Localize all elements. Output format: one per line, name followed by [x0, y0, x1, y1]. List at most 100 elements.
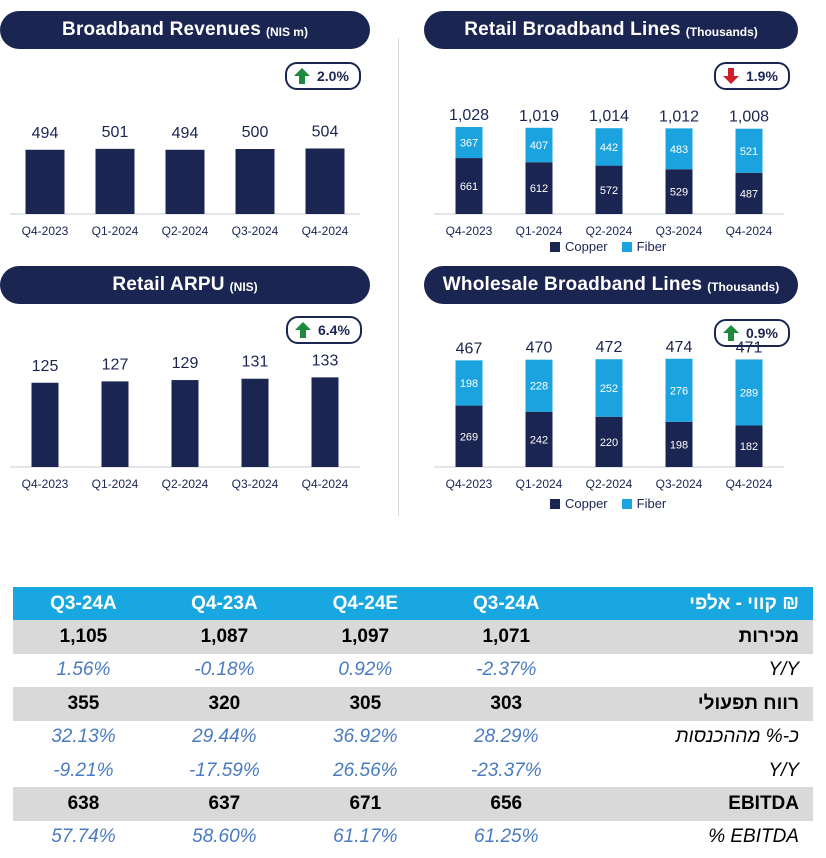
bar-Q3-2024 — [241, 378, 269, 467]
bar-copper-Q4-2023 — [455, 405, 483, 467]
up-arrow-icon — [723, 325, 739, 341]
table-row: 32.13% 29.44% 36.92% 28.29% כ-% מההכנסות — [13, 721, 813, 754]
panel-divider — [398, 38, 399, 516]
wholesale-broadband-lines-title: Wholesale Broadband Lines (Thousands) — [424, 266, 798, 304]
data-label-fiber: 228 — [530, 381, 548, 393]
table-cell: 61.17% — [333, 826, 398, 848]
table-cell: -0.18% — [194, 659, 255, 681]
retail-broadband-lines-chart: 661 367 1,028 Q4-2023 612 407 1,019 Q1-2024 572 4… — [434, 100, 794, 250]
data-label-fiber: 276 — [670, 385, 688, 397]
table-cell: 1.56% — [56, 659, 111, 681]
total-label: 474 — [666, 339, 693, 356]
wholesale-broadband-lines-chart: 269 198 467 Q4-2023 242 228 470 Q1-2024 220 252 47… — [434, 339, 794, 505]
table-cell: 638 — [13, 787, 154, 821]
x-tick-label: Q4-2024 — [302, 477, 349, 491]
table-cell: 303 — [435, 687, 577, 721]
table-row-label: EBITDA — [576, 787, 813, 821]
x-tick-label: Q3-2024 — [656, 477, 703, 491]
data-label-fiber: 252 — [600, 383, 618, 395]
x-tick-label: Q4-2023 — [22, 224, 69, 238]
table-cell: 305 — [294, 687, 436, 721]
broadband-revenues-chart: 494 Q4-2023 501 Q1-2024 494 Q2-2024 500 Q3-2024… — [10, 100, 370, 250]
bar-copper-Q3-2024 — [665, 421, 693, 467]
bar-fiber-Q3-2024 — [665, 358, 693, 422]
up-arrow-icon — [295, 322, 311, 338]
table-row: 638 637 671 656 EBITDA — [13, 787, 813, 821]
x-tick-label: Q4-2024 — [726, 477, 773, 491]
value-label: 494 — [32, 125, 59, 142]
table-cell: -9.21% — [53, 759, 114, 781]
table-cell: 355 — [13, 687, 154, 721]
x-tick-label: Q2-2024 — [586, 224, 633, 238]
legend-fiber-label: Fiber — [636, 496, 667, 511]
table-row: 355 320 305 303 רווח תפעולי — [13, 687, 813, 721]
bar-fiber-Q3-2024 — [665, 128, 693, 170]
bar-copper-Q2-2024 — [595, 416, 623, 467]
table-cell: -17.59% — [188, 759, 260, 781]
legend-fiber-label: Fiber — [636, 239, 667, 254]
bar-fiber-Q4-2024 — [735, 128, 763, 173]
x-tick-label: Q1-2024 — [92, 224, 139, 238]
total-label: 471 — [736, 339, 763, 356]
table-cell: 0.92% — [338, 659, 393, 681]
bar-Q4-2023 — [31, 382, 59, 467]
retail-broadband-lines-svg: 661 367 1,028 Q4-2023 612 407 1,019 Q1-2024 572 4… — [434, 107, 784, 238]
total-label: 1,014 — [589, 108, 629, 125]
value-label: 129 — [172, 355, 199, 372]
total-label: 1,028 — [449, 107, 489, 124]
table-row-label: Y/Y — [768, 759, 799, 781]
down-arrow-icon — [723, 68, 739, 84]
data-label-copper: 198 — [670, 439, 688, 451]
bar-Q3-2024 — [235, 149, 275, 214]
table-cell: 1,087 — [153, 620, 295, 654]
data-label-copper: 572 — [600, 185, 618, 197]
bar-fiber-Q4-2023 — [455, 127, 483, 159]
broadband-revenues-title: Broadband Revenues (NIS m) — [0, 11, 370, 49]
table-header-cell: Q3-24A — [435, 587, 577, 621]
table-row: 57.74% 58.60% 61.17% 61.25% % EBITDA — [13, 821, 813, 854]
table-cell: 36.92% — [333, 726, 398, 748]
total-label: 467 — [456, 340, 483, 357]
table-row: 1,105 1,087 1,097 1,071 מכירות — [13, 620, 813, 654]
total-label: 472 — [596, 339, 623, 356]
legend-copper-label: Copper — [565, 239, 608, 254]
bar-fiber-Q1-2024 — [525, 127, 553, 163]
table-cell: -2.37% — [476, 659, 537, 681]
table-cell: 637 — [153, 787, 295, 821]
table-row: 1.56% -0.18% 0.92% -2.37% Y/Y — [13, 654, 813, 687]
data-label-copper: 269 — [460, 431, 478, 443]
legend-copper-label: Copper — [565, 496, 608, 511]
table-cell: 61.25% — [474, 826, 539, 848]
table-header-row-label: קווי - אלפי ₪ — [576, 587, 813, 621]
data-label-copper: 529 — [670, 187, 688, 199]
bar-fiber-Q4-2023 — [455, 360, 483, 406]
table-cell: 28.29% — [474, 726, 539, 748]
value-label: 500 — [242, 124, 269, 141]
x-tick-label: Q2-2024 — [162, 224, 209, 238]
x-tick-label: Q2-2024 — [162, 477, 209, 491]
table-cell: 1,071 — [435, 620, 577, 654]
table-row-label: מכירות — [576, 620, 813, 654]
data-label-fiber: 407 — [530, 140, 548, 152]
bar-Q2-2024 — [165, 149, 205, 214]
legend-copper-swatch — [550, 498, 560, 509]
bar-fiber-Q4-2024 — [735, 359, 763, 426]
bar-copper-Q4-2024 — [735, 425, 763, 467]
table-cell: 29.44% — [192, 726, 257, 748]
table-cell: 1,097 — [294, 620, 436, 654]
bar-fiber-Q2-2024 — [595, 359, 623, 417]
table-row-label: Y/Y — [768, 659, 799, 681]
data-label-copper: 661 — [460, 181, 478, 193]
table-body: 1,105 1,087 1,097 1,071 מכירות 1.56% -0.18% 0.9… — [13, 620, 813, 854]
bar-Q4-2024 — [311, 377, 339, 467]
up-arrow-icon — [294, 68, 310, 84]
wholesale-broadband-lines-legend: Copper Fiber — [550, 496, 680, 511]
data-label-fiber: 289 — [740, 387, 758, 399]
retail-arpu-title: Retail ARPU (NIS) — [0, 266, 370, 304]
broadband-revenues-svg: 494 Q4-2023 501 Q1-2024 494 Q2-2024 500 Q3-2024… — [10, 123, 360, 238]
legend-fiber-swatch — [621, 498, 632, 509]
bar-copper-Q4-2023 — [455, 158, 483, 214]
data-label-copper: 487 — [740, 188, 758, 200]
table-cell: 32.13% — [51, 726, 116, 748]
value-label: 131 — [242, 354, 269, 371]
